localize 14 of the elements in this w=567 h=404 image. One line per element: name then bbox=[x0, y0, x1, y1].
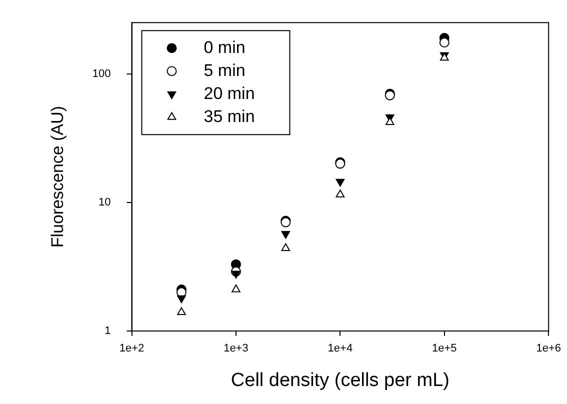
y-axis-title: Fluorescence (AU) bbox=[48, 106, 67, 248]
x-tick-label: 1e+5 bbox=[432, 342, 457, 355]
legend-label: 5 min bbox=[204, 60, 246, 80]
x-tick-label: 1e+3 bbox=[224, 342, 248, 355]
x-axis-title: Cell density (cells per mL) bbox=[230, 370, 450, 391]
x-tick-label: 1e+2 bbox=[119, 342, 144, 355]
x-tick-label: 1e+4 bbox=[328, 342, 353, 355]
y-tick-label: 1 bbox=[104, 325, 111, 338]
x-tick-label: 1e+6 bbox=[536, 342, 561, 355]
y-tick-label: 10 bbox=[98, 196, 111, 208]
y-tick-label: 100 bbox=[92, 68, 111, 80]
legend-label: 35 min bbox=[204, 106, 255, 126]
legend-label: 0 min bbox=[204, 38, 246, 57]
legend-label: 20 min bbox=[204, 84, 255, 103]
